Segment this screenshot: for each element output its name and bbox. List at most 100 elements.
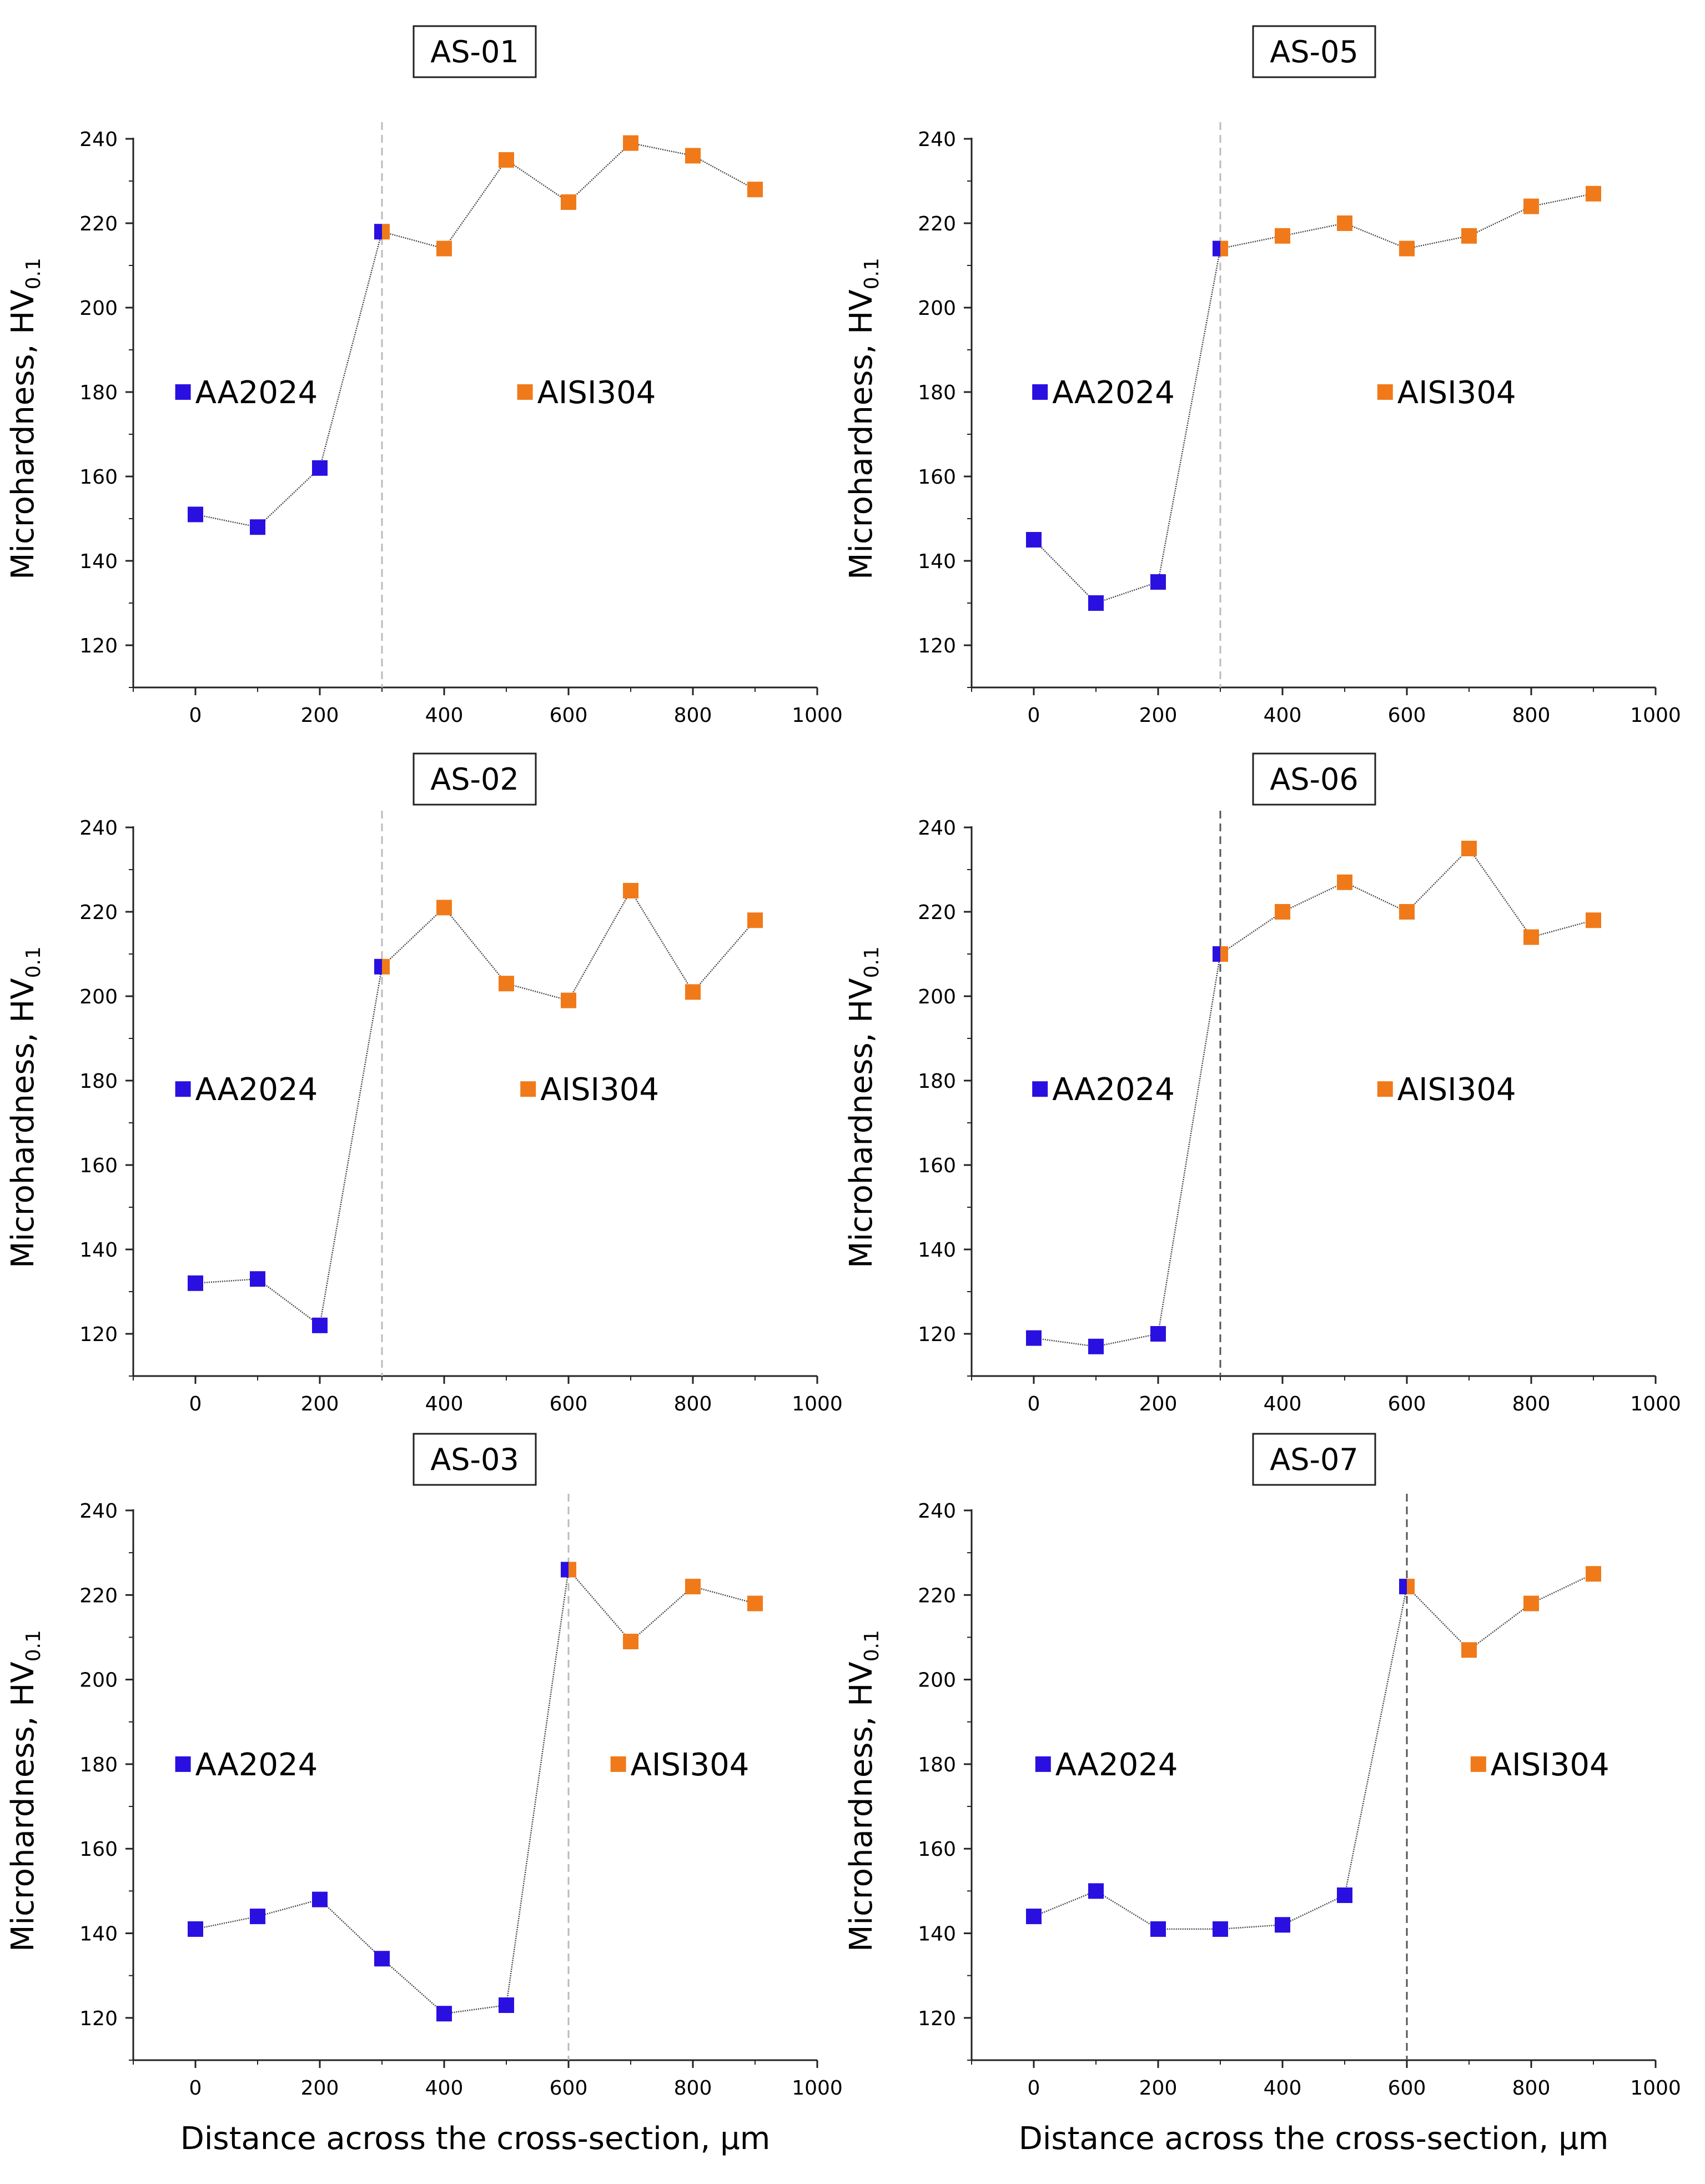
y-tick-label: 240 xyxy=(918,1500,956,1523)
x-tick-label: 800 xyxy=(1512,1393,1551,1415)
title-text: AS-05 xyxy=(1270,34,1358,69)
x-tick-label: 200 xyxy=(301,2077,339,2100)
x-tick-label: 400 xyxy=(425,2077,464,2100)
title-box xyxy=(413,752,537,806)
data-point xyxy=(1337,1887,1352,1903)
y-axis-label-main: Microhardness, HV xyxy=(843,978,879,1268)
data-point xyxy=(1026,532,1042,548)
data-point xyxy=(499,152,514,168)
legend-swatch xyxy=(175,1081,191,1097)
y-axis-label-subscript: 0.1 xyxy=(22,946,45,978)
x-tick-label: 400 xyxy=(1264,1393,1302,1415)
data-point xyxy=(1461,1642,1477,1658)
legend-aisi304: AISI304 xyxy=(610,1747,749,1783)
data-point xyxy=(1586,1566,1601,1582)
y-axis-label: Microhardness, HV0.1 xyxy=(843,946,883,1268)
legend-swatch xyxy=(1377,1081,1393,1097)
y-tick-label: 160 xyxy=(79,466,118,489)
y-tick-label: 240 xyxy=(918,817,956,840)
data-point xyxy=(436,2006,452,2022)
data-point xyxy=(250,1271,265,1287)
x-tick-label: 800 xyxy=(674,2077,712,2100)
chart-panel-as-07: AS-07 0 200 400 600 800 1000 120 140 160 180 200 220… xyxy=(843,1433,1681,2157)
data-point xyxy=(382,958,390,975)
y-tick-label: 120 xyxy=(79,635,118,657)
title-text: AS-07 xyxy=(1270,1442,1358,1477)
y-tick-label: 220 xyxy=(918,1584,956,1607)
y-tick-label: 120 xyxy=(79,1323,118,1346)
data-point xyxy=(1337,874,1352,890)
data-line xyxy=(1033,193,1594,604)
series-aa2024 xyxy=(188,224,382,535)
y-tick-label: 240 xyxy=(79,817,118,840)
x-tick-label: 200 xyxy=(1139,1393,1178,1415)
series-aa2024 xyxy=(188,958,382,1333)
y-tick-label: 220 xyxy=(918,213,956,235)
y-tick-label: 180 xyxy=(918,1754,956,1776)
data-line xyxy=(1033,1573,1594,1930)
title-text: AS-01 xyxy=(430,34,519,69)
data-point xyxy=(1088,1883,1104,1899)
legend-aisi304: AISI304 xyxy=(1470,1747,1610,1783)
y-axis-label-main: Microhardness, HV xyxy=(5,289,41,579)
panel-title: AS-03 xyxy=(413,1433,537,1486)
legend-swatch xyxy=(175,384,191,400)
data-point xyxy=(312,460,328,476)
y-tick-label: 240 xyxy=(79,1500,118,1523)
series-aisi304 xyxy=(382,883,763,1008)
x-tick-label: 600 xyxy=(1388,704,1426,727)
data-line xyxy=(195,142,756,528)
y-tick-label: 220 xyxy=(79,901,118,924)
legend-swatch xyxy=(610,1756,626,1772)
y-tick-label: 140 xyxy=(918,1239,956,1262)
x-tick-label: 400 xyxy=(1264,2077,1302,2100)
data-point xyxy=(188,506,203,523)
data-point xyxy=(561,1562,569,1578)
y-tick-label: 140 xyxy=(918,1923,956,1946)
legend-aisi304: AISI304 xyxy=(1377,375,1516,411)
y-axis-label-subscript: 0.1 xyxy=(861,1630,883,1661)
legend-aa2024: AA2024 xyxy=(175,375,318,411)
data-line xyxy=(195,1568,756,2015)
series-aa2024 xyxy=(188,1562,569,2022)
x-tick-label: 0 xyxy=(1028,2077,1040,2100)
y-tick-label: 120 xyxy=(79,2007,118,2030)
y-axis-label-main: Microhardness, HV xyxy=(5,978,41,1268)
legend-swatch xyxy=(517,384,533,400)
data-point xyxy=(1337,215,1352,231)
y-tick-label: 160 xyxy=(79,1838,118,1861)
data-line xyxy=(1033,847,1594,1348)
x-tick-label: 600 xyxy=(1388,2077,1426,2100)
panel-title: AS-07 xyxy=(1252,1433,1376,1486)
data-point xyxy=(1150,1326,1166,1342)
legend-aisi304: AISI304 xyxy=(520,1072,659,1108)
series-aisi304 xyxy=(1220,841,1601,962)
title-box xyxy=(413,1433,537,1486)
chart-panel-as-06: AS-06 0 200 400 600 800 1000 120 140 160 180 200 220… xyxy=(843,752,1681,1415)
data-point xyxy=(1399,1579,1407,1595)
y-axis-label-main: Microhardness, HV xyxy=(843,289,879,579)
y-tick-label: 160 xyxy=(918,466,956,489)
data-point xyxy=(1399,904,1415,920)
series-aa2024 xyxy=(1026,1579,1407,1937)
data-point xyxy=(1523,1595,1539,1611)
legend-swatch xyxy=(1377,384,1393,400)
data-point xyxy=(747,1595,763,1611)
legend-aa2024: AA2024 xyxy=(1032,375,1175,411)
series-aisi304 xyxy=(1220,185,1601,257)
x-tick-label: 600 xyxy=(550,2077,588,2100)
data-point xyxy=(499,976,514,992)
data-point xyxy=(374,1951,390,1967)
legend-label: AA2024 xyxy=(195,1072,318,1108)
y-tick-label: 240 xyxy=(918,128,956,151)
chart-panel-as-05: AS-05 0 200 400 600 800 1000 120 140 160 180 200 220… xyxy=(843,25,1681,727)
data-point xyxy=(436,900,452,916)
x-axis-label: Distance across the cross-section, μm xyxy=(1019,2121,1609,2157)
data-point xyxy=(1275,228,1290,244)
y-tick-label: 240 xyxy=(79,128,118,151)
data-point xyxy=(685,984,701,1000)
legend-label: AISI304 xyxy=(540,1072,659,1108)
data-point xyxy=(1220,240,1228,257)
x-tick-label: 0 xyxy=(189,704,202,727)
legend-label: AISI304 xyxy=(1397,1072,1516,1108)
